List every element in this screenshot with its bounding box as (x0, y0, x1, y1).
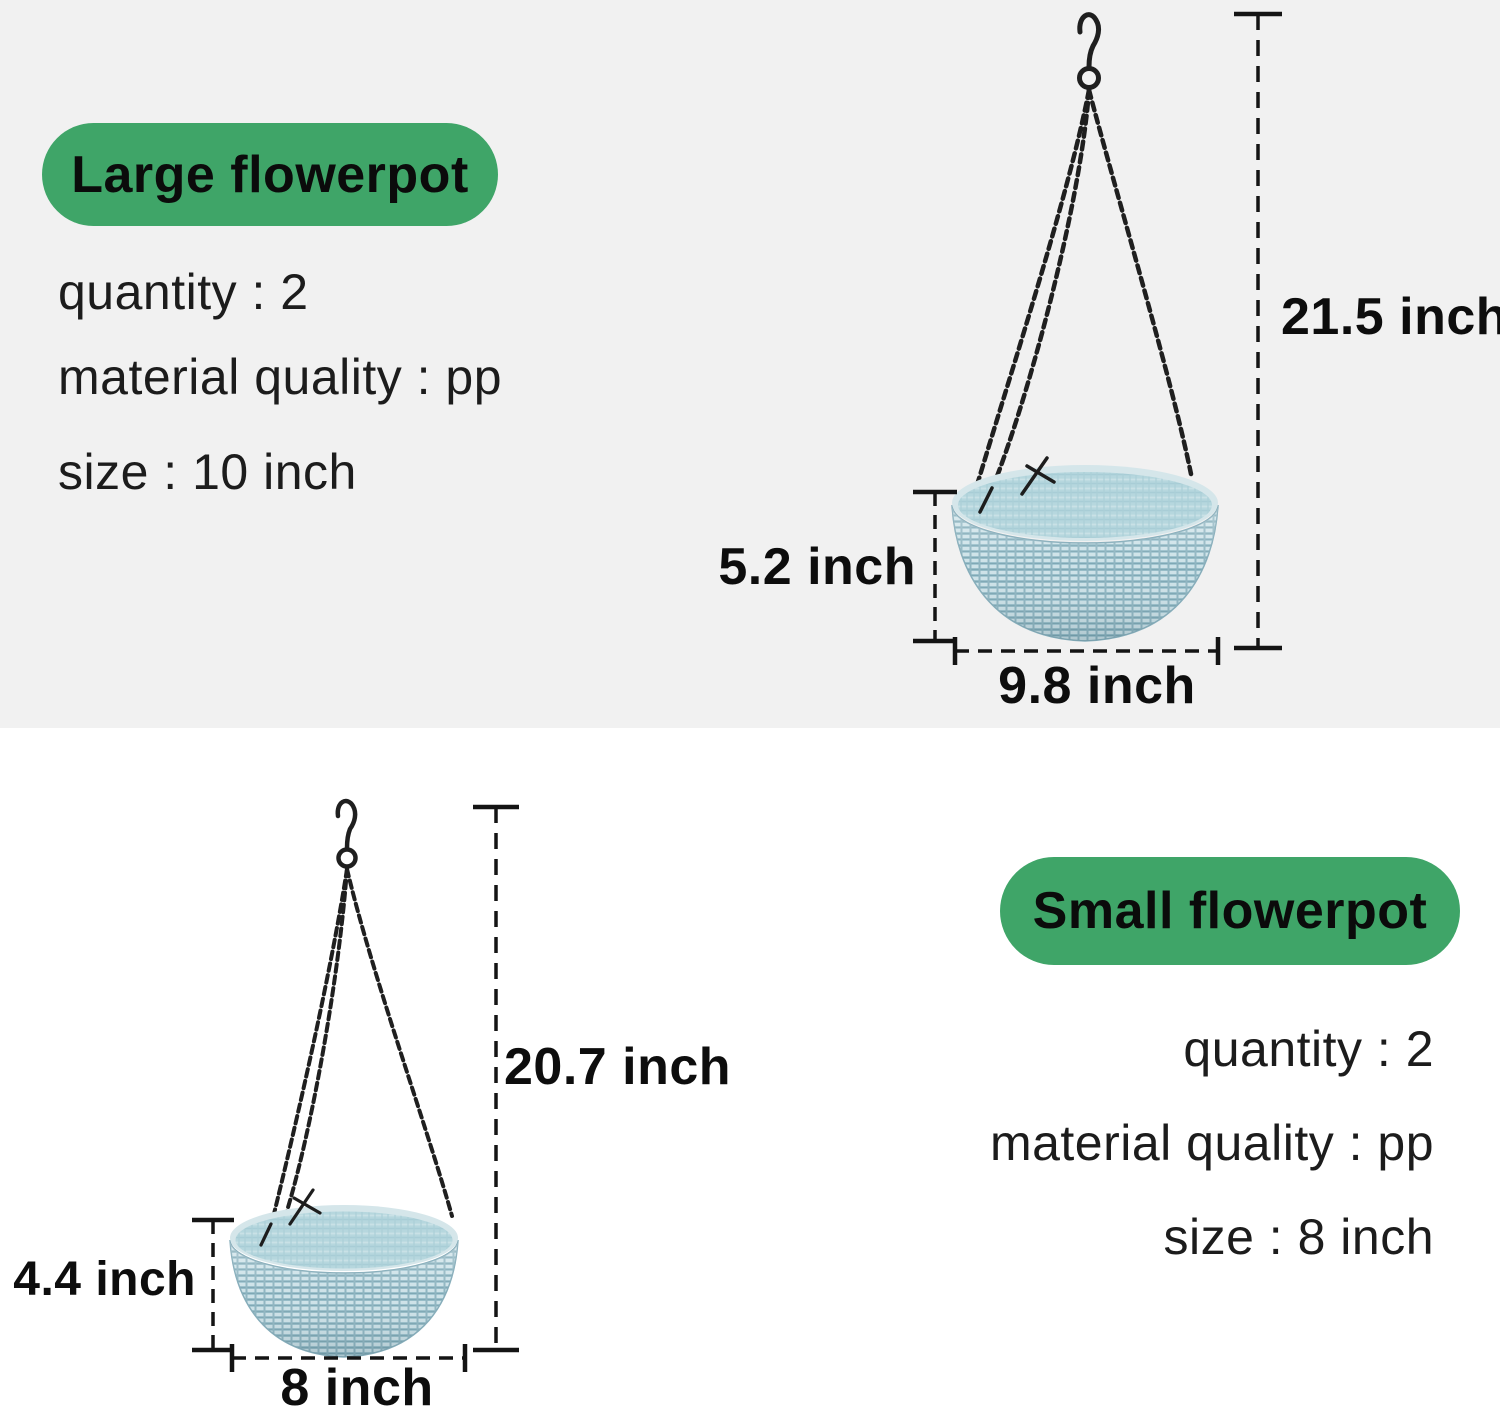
hanger-ring-icon (1077, 66, 1101, 90)
chain-icon (266, 867, 454, 1240)
small-pot-width-label: 8 inch (280, 1359, 434, 1407)
small-flowerpot-badge-label: Small flowerpot (1032, 882, 1428, 940)
basket-bowl-shading (952, 505, 1218, 641)
basket-pot (229, 1188, 459, 1358)
large-hanging-basket-figure (951, 12, 1219, 642)
basket-pot (951, 456, 1219, 642)
hanger-ring-icon (336, 847, 358, 869)
wire-clip-icon (259, 1188, 322, 1247)
basket-rim-inner (235, 1211, 453, 1269)
small-flowerpot-badge: Small flowerpot (1000, 857, 1460, 965)
small-hanging-basket-figure (229, 798, 459, 1358)
hook-icon (335, 798, 358, 851)
large-flowerpot-badge-label: Large flowerpot (71, 145, 469, 204)
large-spec-size: size : 10 inch (58, 444, 357, 500)
large-pot-width-label: 9.8 inch (998, 657, 1196, 715)
large-total-height-label: 21.5 inch (1281, 288, 1500, 346)
chain-icon (969, 87, 1194, 505)
wire-clip-icon (978, 456, 1056, 514)
large-spec-material: material quality : pp (58, 349, 503, 405)
basket-bowl-shading (230, 1240, 458, 1357)
basket-rim-inner (958, 472, 1212, 538)
small-spec-quantity: quantity : 2 (1183, 1021, 1434, 1077)
small-spec-material: material quality : pp (989, 1115, 1434, 1171)
hook-icon (1077, 12, 1102, 70)
large-pot-height-label: 5.2 inch (718, 538, 916, 596)
large-spec-quantity: quantity : 2 (58, 264, 309, 320)
small-total-height-label: 20.7 inch (504, 1038, 732, 1096)
small-spec-size: size : 8 inch (1163, 1209, 1434, 1265)
small-pot-height-label: 4.4 inch (13, 1253, 196, 1306)
large-flowerpot-badge: Large flowerpot (42, 123, 498, 226)
